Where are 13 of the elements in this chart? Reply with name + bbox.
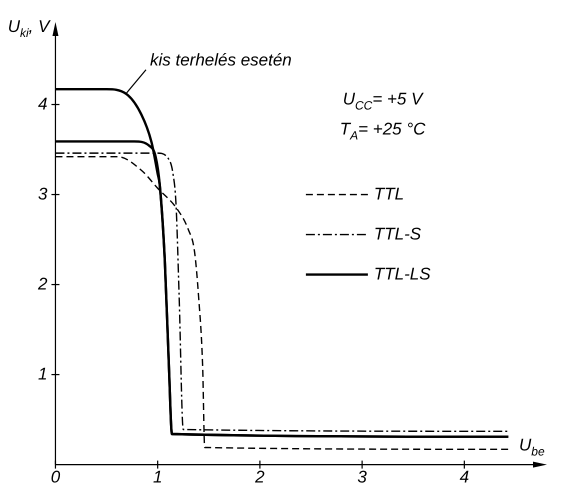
annotation: kis terhelés esetén (150, 50, 292, 70)
x-tick-label: 0 (50, 468, 61, 487)
x-tick-label: 1 (152, 468, 162, 487)
legend-label: TTL (374, 184, 404, 204)
legend-label: TTL-LS (374, 264, 432, 284)
y-tick-label: 2 (36, 274, 48, 294)
legend-label: TTL-S (374, 224, 422, 244)
x-tick-label: 4 (460, 468, 470, 487)
y-tick-label: 4 (38, 94, 48, 114)
y-tick-label: 3 (38, 184, 48, 204)
x-tick-label: 2 (254, 468, 266, 487)
x-tick-label: 3 (357, 468, 368, 487)
y-tick-label: 1 (38, 364, 48, 384)
